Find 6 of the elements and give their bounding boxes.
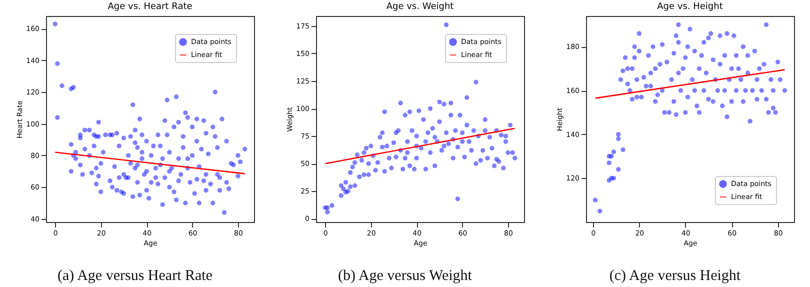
chart-title: Age vs. Height	[656, 2, 723, 12]
chart-title: Age vs. Heart Rate	[107, 2, 192, 12]
chart-title: Age vs. Weight	[386, 2, 454, 12]
text: (b) Age versus Weight	[337, 268, 473, 285]
text: (a) Age versus Heart Rate	[56, 268, 214, 285]
text: (c) Age versus Height	[608, 268, 742, 285]
